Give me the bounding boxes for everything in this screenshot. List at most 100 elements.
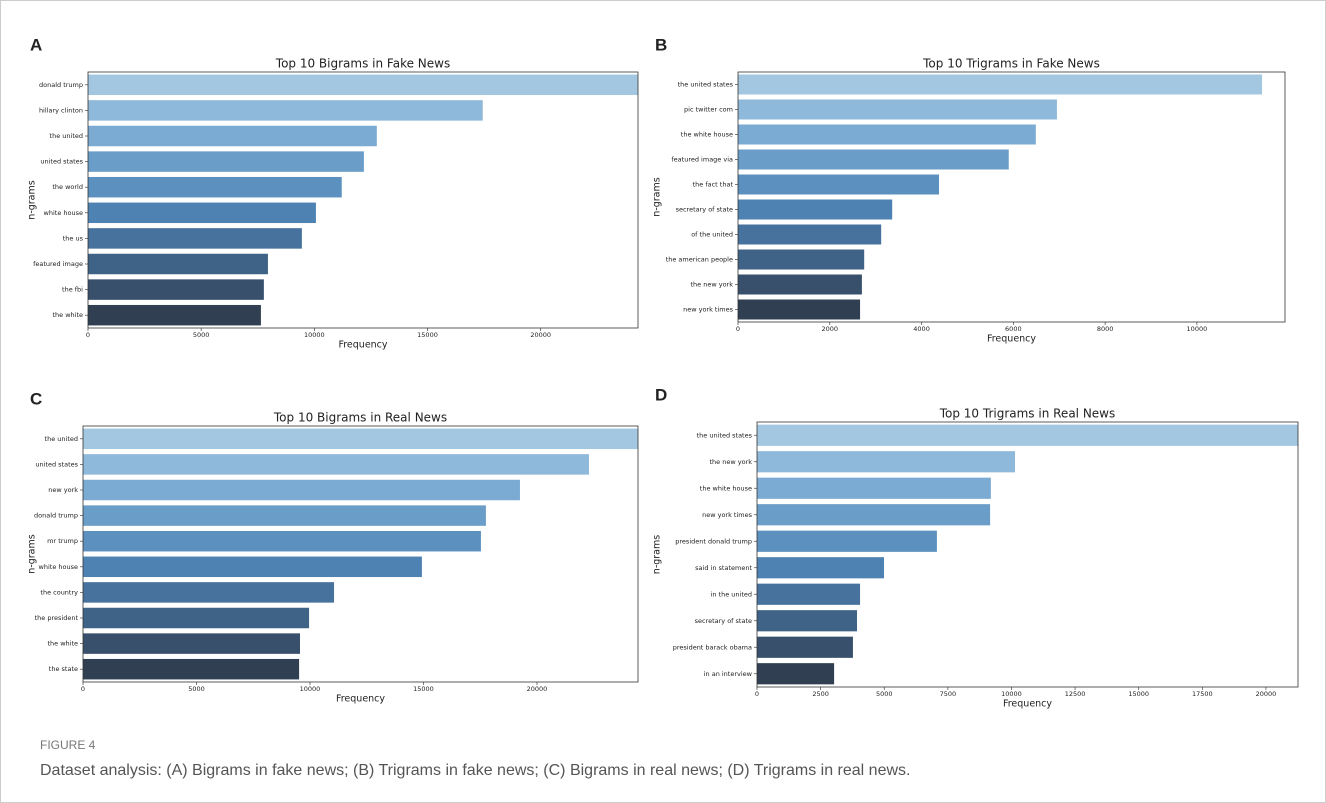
bar bbox=[83, 479, 520, 501]
bar bbox=[738, 299, 861, 320]
y-tick-label: secretary of state bbox=[676, 206, 733, 214]
bar bbox=[88, 74, 638, 96]
bar bbox=[88, 304, 261, 326]
y-tick-label: the white house bbox=[700, 484, 752, 492]
y-tick-label: the united states bbox=[678, 81, 734, 89]
y-axis-label: n-grams bbox=[27, 534, 38, 573]
y-tick-label: united states bbox=[35, 460, 78, 468]
y-tick-label: the new york bbox=[691, 281, 734, 289]
y-tick-label: of the united bbox=[691, 231, 733, 239]
y-axis-label: n-grams bbox=[652, 177, 663, 216]
bar bbox=[88, 176, 342, 198]
y-tick-label: said in statement bbox=[695, 564, 752, 572]
y-tick-label: the white bbox=[47, 640, 78, 648]
x-axis-label: Frequency bbox=[336, 694, 385, 705]
bar bbox=[738, 274, 862, 295]
y-tick-label: new york times bbox=[702, 511, 753, 519]
x-tick-label: 5000 bbox=[188, 685, 205, 693]
x-tick-label: 0 bbox=[81, 685, 85, 693]
x-tick-label: 20000 bbox=[530, 331, 551, 339]
bar bbox=[738, 174, 939, 195]
x-tick-label: 6000 bbox=[1005, 325, 1022, 333]
bar bbox=[757, 610, 858, 632]
y-tick-label: in an interview bbox=[704, 670, 753, 678]
x-tick-label: 5000 bbox=[876, 690, 893, 698]
x-tick-label: 2500 bbox=[812, 690, 829, 698]
x-tick-label: 20000 bbox=[527, 685, 548, 693]
y-tick-label: secretary of state bbox=[695, 617, 752, 625]
x-tick-label: 15000 bbox=[1128, 690, 1149, 698]
bar bbox=[757, 451, 1016, 473]
y-tick-label: donald trump bbox=[34, 512, 78, 520]
chart-title: Top 10 Trigrams in Fake News bbox=[922, 57, 1100, 71]
x-tick-label: 20000 bbox=[1256, 690, 1277, 698]
bar bbox=[83, 428, 638, 450]
y-tick-label: the new york bbox=[710, 458, 753, 466]
bar bbox=[738, 74, 1263, 95]
bar bbox=[88, 125, 377, 147]
x-axis-label: Frequency bbox=[987, 334, 1036, 345]
bar bbox=[83, 556, 422, 578]
plot-frame bbox=[82, 425, 639, 683]
bar bbox=[757, 504, 991, 526]
y-tick-label: pic twitter com bbox=[684, 106, 733, 114]
bar bbox=[757, 583, 861, 605]
y-tick-label: white house bbox=[44, 209, 83, 217]
bar bbox=[83, 633, 301, 654]
plot-frame bbox=[737, 71, 1286, 323]
y-tick-label: new york bbox=[48, 486, 78, 494]
x-tick-label: 2000 bbox=[822, 325, 839, 333]
x-tick-label: 0 bbox=[755, 690, 759, 698]
y-tick-label: featured image bbox=[33, 260, 83, 268]
y-tick-label: the united bbox=[45, 435, 78, 443]
bar bbox=[88, 100, 483, 121]
y-tick-label: the world bbox=[52, 183, 83, 191]
bar bbox=[757, 477, 991, 499]
bar bbox=[738, 224, 882, 245]
bar bbox=[757, 636, 853, 658]
bar bbox=[757, 663, 835, 685]
panel-label: D bbox=[655, 385, 667, 404]
bar bbox=[83, 582, 335, 603]
y-tick-label: the united states bbox=[697, 431, 753, 439]
y-tick-label: the white house bbox=[681, 131, 733, 139]
y-tick-label: mr trump bbox=[47, 537, 78, 545]
x-axis-label: Frequency bbox=[1003, 699, 1052, 710]
y-tick-label: the fbi bbox=[62, 286, 83, 294]
y-tick-label: the president bbox=[35, 614, 79, 622]
y-axis-label: n-grams bbox=[27, 180, 38, 219]
y-tick-label: in the united bbox=[711, 590, 752, 598]
plot-frame bbox=[87, 71, 639, 329]
x-tick-label: 7500 bbox=[940, 690, 957, 698]
x-tick-label: 8000 bbox=[1097, 325, 1114, 333]
y-tick-label: the fact that bbox=[693, 181, 734, 189]
x-tick-label: 10000 bbox=[1187, 325, 1208, 333]
y-tick-label: president barack obama bbox=[673, 643, 752, 651]
y-tick-label: president donald trump bbox=[675, 537, 752, 545]
bar bbox=[738, 99, 1057, 120]
bar bbox=[757, 424, 1298, 446]
bar bbox=[83, 530, 481, 552]
x-tick-label: 15000 bbox=[413, 685, 434, 693]
bar bbox=[757, 557, 884, 579]
panel-label: B bbox=[655, 35, 667, 54]
y-tick-label: the white bbox=[52, 311, 83, 319]
chart-title: Top 10 Bigrams in Real News bbox=[273, 411, 447, 425]
plot-frame bbox=[756, 421, 1299, 688]
panel-label: C bbox=[30, 389, 42, 408]
y-tick-label: the state bbox=[49, 665, 78, 673]
bar bbox=[83, 454, 589, 475]
x-tick-label: 0 bbox=[86, 331, 90, 339]
bar bbox=[738, 249, 865, 270]
bar bbox=[88, 202, 316, 224]
x-tick-label: 15000 bbox=[417, 331, 438, 339]
x-tick-label: 10000 bbox=[300, 685, 321, 693]
x-tick-label: 10000 bbox=[1001, 690, 1022, 698]
bar bbox=[88, 253, 268, 275]
x-tick-label: 5000 bbox=[193, 331, 210, 339]
x-tick-label: 10000 bbox=[304, 331, 325, 339]
bar bbox=[83, 607, 310, 629]
bar bbox=[738, 149, 1009, 170]
y-tick-label: featured image via bbox=[671, 156, 733, 164]
